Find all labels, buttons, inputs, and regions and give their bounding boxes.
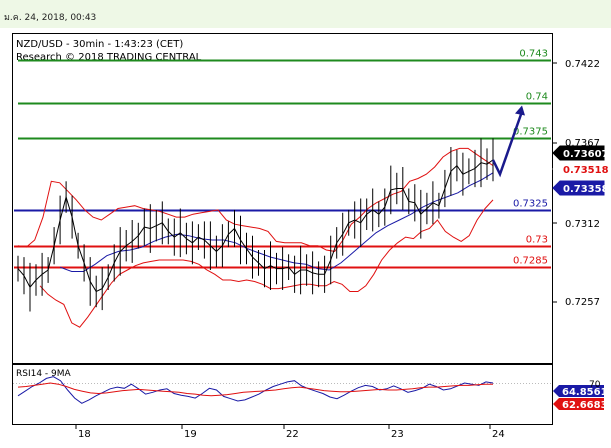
price-series	[17, 138, 494, 312]
rsi-line	[17, 376, 494, 404]
rsi-badge-bg-0	[553, 385, 604, 397]
price-badge-bg-1	[552, 161, 605, 177]
price-badge-bg-2	[552, 180, 605, 196]
bb-lower-line	[39, 199, 494, 328]
bollinger-bands	[17, 147, 494, 328]
price-badge-text-1: 0.73518	[563, 165, 609, 176]
bb-upper-line	[17, 147, 494, 252]
level-label-2: 0.7375	[513, 127, 548, 138]
y-tick-0: 0.7422	[565, 59, 600, 70]
level-label-0: 0.743	[519, 49, 548, 60]
rsi-series: 64.8561 62.6683	[17, 376, 608, 411]
x-tick-3: 23	[391, 429, 404, 440]
close-price-line	[17, 159, 494, 293]
timestamp: ม.ค. 24, 2018, 00:43	[4, 13, 97, 23]
x-tick-4: 24	[492, 429, 505, 440]
level-label-3: 0.7325	[513, 199, 548, 210]
header-bar: ม.ค. 24, 2018, 00:43	[0, 0, 611, 28]
y-tick-2: 0.7312	[565, 219, 600, 230]
rsi-panel-frame	[12, 364, 553, 425]
rsi-70-label: 70	[589, 380, 601, 390]
level-label-1: 0.74	[526, 92, 548, 103]
chart-title: NZD/USD - 30min - 1:43:23 (CET)	[16, 39, 183, 50]
level-label-5: 0.7285	[513, 256, 548, 267]
level-label-4: 0.73	[526, 235, 548, 246]
x-axis: 18 19 22 23 24	[75, 424, 505, 440]
rsi-ma-line	[17, 382, 493, 397]
support-resistance-levels: 0.743 0.74 0.7375 0.7325 0.73 0.7285	[14, 49, 551, 269]
price-badge-text-0: 0.73607	[563, 149, 609, 160]
y-tick-1: 0.7367	[565, 138, 600, 149]
forecast-line	[491, 111, 524, 178]
y-axis: 0.7422 0.7367 0.7312 0.7257	[552, 59, 600, 308]
main-panel-frame	[12, 33, 553, 364]
x-tick-2: 22	[286, 429, 299, 440]
price-badges: 0.73607 0.73518 0.73358	[552, 145, 609, 196]
price-badge-bg-0	[552, 145, 605, 161]
rsi-badge-bg-1	[553, 398, 604, 410]
x-tick-1: 19	[184, 429, 197, 440]
chart-subtitle: Research © 2018 TRADING CENTRAL	[16, 52, 202, 63]
forecast-arrowhead	[515, 105, 525, 116]
forecast-arrow	[491, 105, 525, 178]
x-tick-0: 18	[78, 429, 91, 440]
rsi-badge-text-1: 62.6683	[562, 400, 608, 411]
rsi-label: RSI14 - 9MA	[16, 369, 72, 379]
y-tick-3: 0.7257	[565, 297, 600, 308]
rsi-badge-text-0: 64.8561	[562, 387, 608, 398]
price-badge-text-2: 0.73358	[563, 184, 609, 195]
